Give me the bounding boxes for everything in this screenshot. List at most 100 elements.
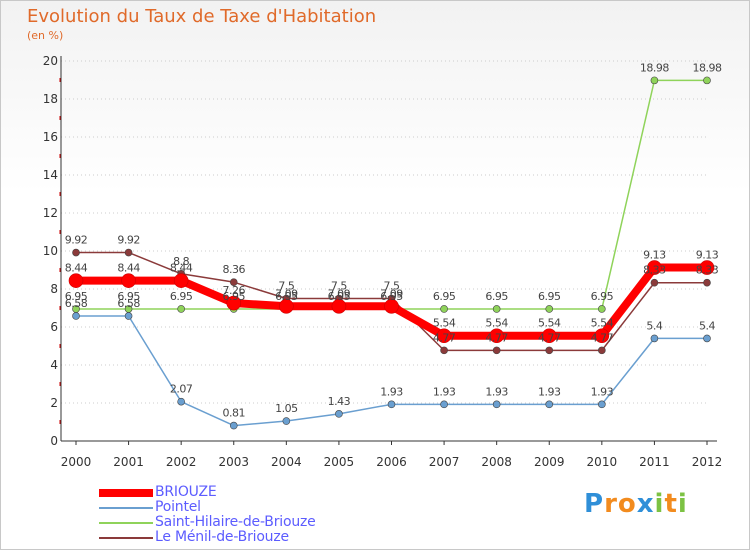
data-point-1 xyxy=(440,400,448,409)
x-tick-label: 2008 xyxy=(481,455,512,469)
data-label-3: 4.77 xyxy=(433,331,456,344)
data-label-1: 0.81 xyxy=(223,407,246,420)
x-tick-label: 2005 xyxy=(324,455,355,469)
y-tick-label: 16 xyxy=(43,130,58,144)
data-point-1 xyxy=(545,400,554,409)
data-point-3 xyxy=(545,346,554,355)
data-point-2 xyxy=(598,305,606,313)
x-tick-label: 2009 xyxy=(534,455,565,469)
data-label-3: 9.92 xyxy=(65,234,88,247)
data-label-3: 8.36 xyxy=(223,263,246,276)
series-points xyxy=(68,76,715,430)
data-point-0 xyxy=(594,328,610,344)
data-label-2: 6.95 xyxy=(538,290,561,303)
data-label-0: 7.09 xyxy=(275,287,298,300)
data-point-2 xyxy=(545,305,554,313)
logo-letter: r xyxy=(604,489,618,519)
data-label-1: 2.07 xyxy=(170,383,193,396)
logo-letter: i xyxy=(654,489,665,519)
data-point-0 xyxy=(647,260,662,275)
data-point-2 xyxy=(650,76,659,85)
data-point-0 xyxy=(68,273,84,288)
data-label-3: 8.33 xyxy=(643,264,666,277)
data-label-2: 6.95 xyxy=(485,290,508,303)
legend-label-saint-hilaire: Saint-Hilaire-de-Briouze xyxy=(155,514,316,530)
data-label-2: 6.95 xyxy=(170,290,193,303)
data-point-1 xyxy=(177,397,185,406)
y-tick-label: 14 xyxy=(43,168,58,182)
data-label-0: 9.13 xyxy=(643,249,666,262)
data-label-3: 8.33 xyxy=(696,264,719,277)
x-tick-label: 2002 xyxy=(166,455,197,469)
logo-letter: i xyxy=(677,489,688,519)
data-label-3: 4.77 xyxy=(538,331,561,344)
legend-label-pointel: Pointel xyxy=(155,499,201,515)
legend-swatch-le-menil xyxy=(99,537,153,539)
data-point-3 xyxy=(229,278,238,286)
data-point-1 xyxy=(124,312,133,320)
data-label-3: 7.5 xyxy=(331,280,347,293)
y-tick-label: 4 xyxy=(50,358,58,372)
data-point-2 xyxy=(703,76,711,85)
data-point-0 xyxy=(699,260,715,275)
data-label-2: 6.95 xyxy=(380,290,403,303)
y-tick-label: 20 xyxy=(43,54,58,68)
data-label-0: 8.44 xyxy=(65,262,88,275)
data-label-2: 6.95 xyxy=(117,290,140,303)
data-point-1 xyxy=(282,417,291,425)
logo-letter: o xyxy=(617,489,637,519)
data-label-0: 5.54 xyxy=(433,317,456,330)
data-point-3 xyxy=(72,248,80,257)
data-label-0: 9.13 xyxy=(696,249,719,262)
data-point-0 xyxy=(436,328,452,344)
data-label-2: 6.95 xyxy=(223,290,246,303)
data-label-2: 6.95 xyxy=(591,290,614,303)
data-point-1 xyxy=(387,400,396,409)
data-point-0 xyxy=(384,298,399,314)
data-label-1: 6.58 xyxy=(65,297,88,310)
data-point-0 xyxy=(279,298,294,314)
data-label-0: 7.09 xyxy=(328,287,351,300)
logo-letter: P xyxy=(584,489,605,519)
y-tick-label: 6 xyxy=(50,320,58,334)
data-point-3 xyxy=(124,248,133,257)
y-tick-label: 12 xyxy=(43,206,58,220)
x-tick-label: 2004 xyxy=(271,455,302,469)
legend-label-briouze: BRIOUZE xyxy=(155,484,217,500)
data-point-0 xyxy=(226,295,242,311)
legend-swatch-briouze xyxy=(99,489,153,497)
data-point-3 xyxy=(440,346,448,355)
data-label-1: 1.43 xyxy=(328,395,351,408)
data-point-2 xyxy=(440,305,448,313)
x-tick-label: 2003 xyxy=(218,455,249,469)
y-tick-label: 2 xyxy=(50,396,58,410)
data-label-1: 6.58 xyxy=(117,297,140,310)
legend-label-le-menil: Le Ménil-de-Briouze xyxy=(155,529,289,545)
data-label-0: 5.54 xyxy=(538,317,561,330)
data-label-1: 1.93 xyxy=(485,385,508,398)
data-point-0 xyxy=(489,328,504,344)
data-label-0: 7.26 xyxy=(223,284,246,297)
data-point-1 xyxy=(703,334,711,343)
x-tick-label: 2011 xyxy=(639,455,670,469)
data-label-1: 5.4 xyxy=(699,319,715,332)
data-point-0 xyxy=(121,273,136,288)
legend-swatch-saint-hilaire xyxy=(99,522,153,524)
data-label-0: 7.09 xyxy=(380,287,403,300)
series-line-2 xyxy=(76,79,707,310)
data-point-2 xyxy=(177,305,185,313)
data-point-1 xyxy=(335,410,343,418)
data-point-1 xyxy=(492,400,501,409)
data-label-1: 1.93 xyxy=(380,385,403,398)
axes: 0 2 4 6 8 10 12 14 16 18 20 2000 2001 2002 2003 2004 200… xyxy=(43,54,723,469)
x-tick-label: 2006 xyxy=(376,455,407,469)
data-label-0: 5.54 xyxy=(485,317,508,330)
data-label-2: 6.95 xyxy=(433,290,456,303)
data-point-1 xyxy=(229,421,238,430)
data-label-2: 6.95 xyxy=(65,290,88,303)
y-tick-label: 18 xyxy=(43,92,58,106)
data-label-1: 1.93 xyxy=(538,385,561,398)
data-labels: 8.44 8.44 8.44 7.26 7.09 7.09 7.09 5.54 5.54 5.54… xyxy=(65,61,723,420)
